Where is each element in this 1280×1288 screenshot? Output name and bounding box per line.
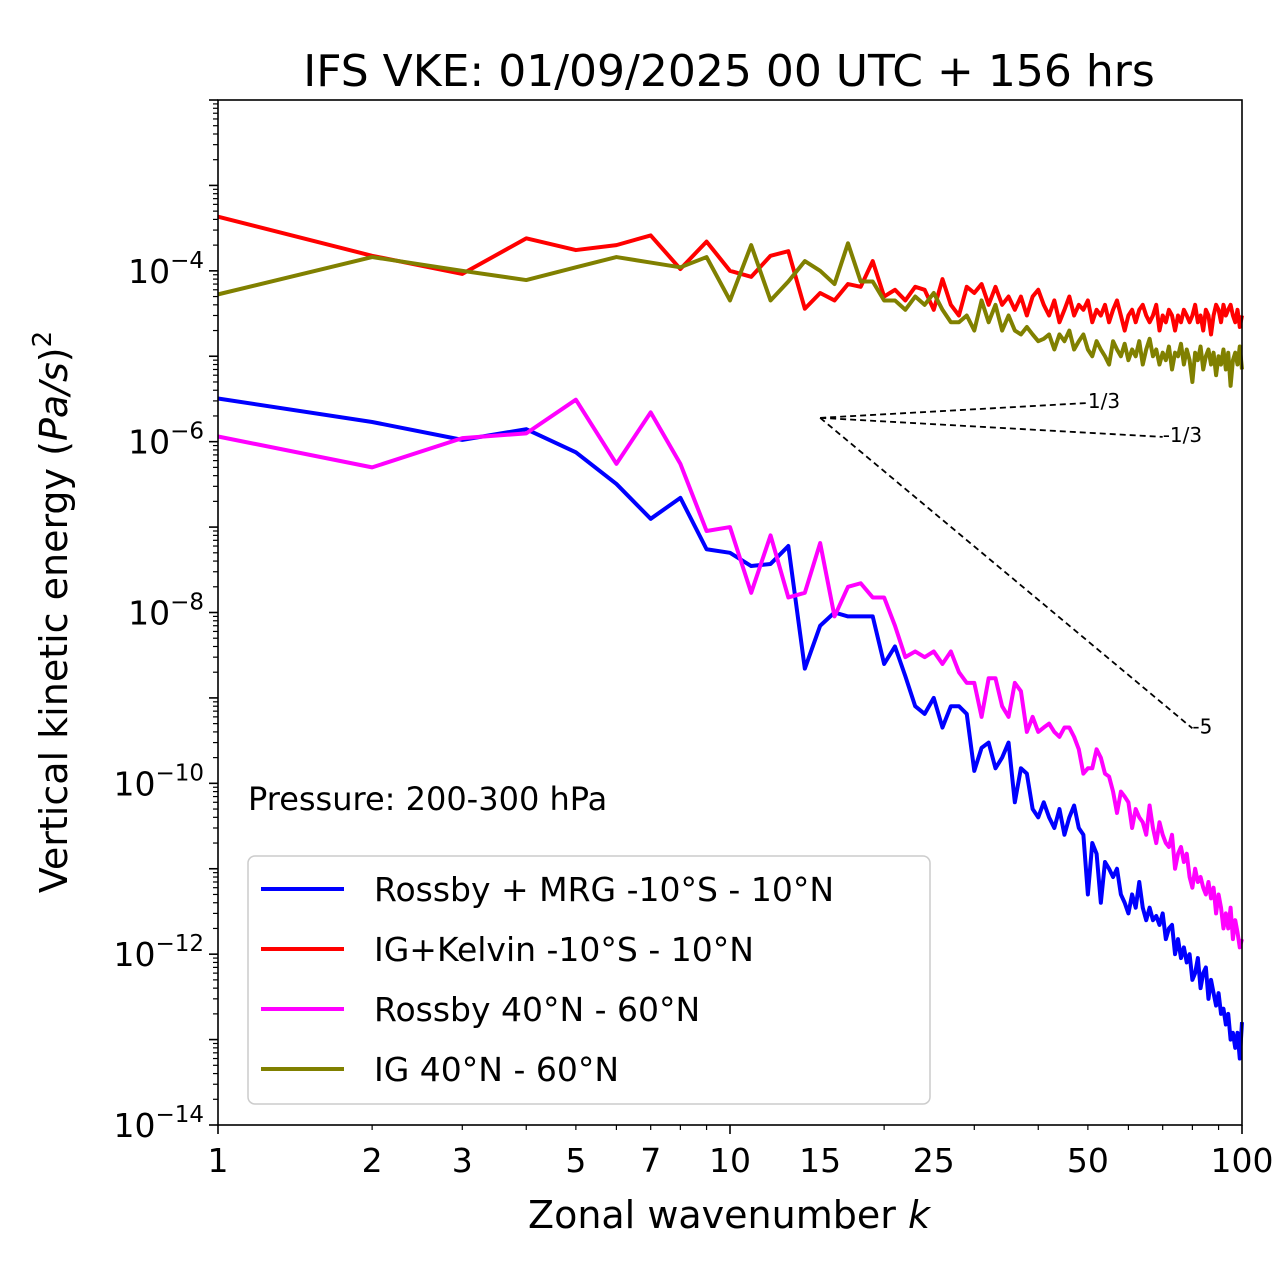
x-tick-label: 5: [565, 1141, 586, 1180]
y-tick-label: 10−12: [113, 931, 204, 974]
x-axis: 1 2 3 5 7 10 15 25 50 100: [208, 1125, 1274, 1180]
x-axis-label-text: Zonal wavenumber: [528, 1193, 908, 1237]
y-tick-label: 10−10: [113, 760, 204, 803]
y-tick-base: 10: [113, 764, 155, 803]
series-line-1: [217, 214, 1244, 337]
y-tick-label: 10−4: [128, 248, 204, 291]
x-tick-label: 7: [640, 1141, 661, 1180]
x-tick-label: 10: [709, 1141, 751, 1180]
y-tick-label: 10−6: [128, 419, 204, 462]
x-tick-label: 2: [362, 1141, 383, 1180]
series-line-2: [217, 397, 1244, 950]
reference-slope-line: [820, 416, 1163, 438]
y-tick-exponent: −6: [170, 419, 204, 445]
y-tick-base: 10: [128, 252, 170, 291]
pressure-annotation: Pressure: 200-300 hPa: [248, 780, 607, 818]
legend-box: [247, 855, 931, 1105]
legend: Rossby + MRG -10°S - 10°N IG+Kelvin -10°S…: [247, 855, 931, 1105]
y-tick-base: 10: [128, 423, 170, 462]
y-axis-label-text: Vertical kinetic energy (: [32, 441, 76, 893]
x-tick-label: 25: [913, 1141, 955, 1180]
legend-label: IG 40°N - 60°N: [374, 1050, 619, 1089]
series-line-3: [217, 241, 1244, 388]
reference-slope-label: 1/3: [1088, 389, 1120, 413]
y-tick-label: 10−14: [113, 1102, 204, 1145]
y-tick-base: 10: [113, 1106, 155, 1145]
reference-slope-line: [819, 417, 1193, 730]
x-tick-label: 100: [1211, 1141, 1274, 1180]
x-tick-label: 1: [208, 1141, 229, 1180]
chart-title: IFS VKE: 01/09/2025 00 UTC + 156 hrs: [303, 46, 1155, 97]
reference-slope-line: [820, 402, 1088, 419]
y-axis-label-exponent: 2: [28, 331, 58, 348]
y-tick-base: 10: [128, 594, 170, 633]
legend-label: Rossby + MRG -10°S - 10°N: [374, 870, 834, 909]
y-axis-label-variable: Pa/s: [32, 362, 76, 441]
x-axis-label-variable: k: [908, 1193, 932, 1237]
y-tick-label: 10−8: [128, 590, 204, 633]
reference-slope-label: -1/3: [1163, 423, 1202, 447]
x-tick-label: 15: [799, 1141, 841, 1180]
series-lines: [217, 214, 1244, 1061]
legend-label: Rossby 40°N - 60°N: [374, 990, 700, 1029]
reference-slope-lines: 1/3 -1/3 -5: [819, 389, 1212, 738]
x-axis-label: Zonal wavenumber k: [528, 1193, 932, 1237]
y-tick-exponent: −4: [170, 248, 204, 274]
series-line-0: [217, 396, 1244, 1061]
y-tick-base: 10: [113, 935, 155, 974]
x-tick-label: 50: [1067, 1141, 1109, 1180]
legend-label: IG+Kelvin -10°S - 10°N: [374, 930, 754, 969]
y-axis-label: Vertical kinetic energy (Pa/s)2: [28, 331, 76, 893]
y-tick-exponent: −8: [170, 590, 204, 616]
y-tick-exponent: −14: [155, 1102, 204, 1128]
y-axis-label-close: ): [32, 347, 76, 362]
x-tick-label: 3: [452, 1141, 473, 1180]
y-tick-exponent: −12: [155, 931, 204, 957]
y-tick-exponent: −10: [155, 760, 204, 786]
reference-slope-label: -5: [1192, 714, 1212, 738]
